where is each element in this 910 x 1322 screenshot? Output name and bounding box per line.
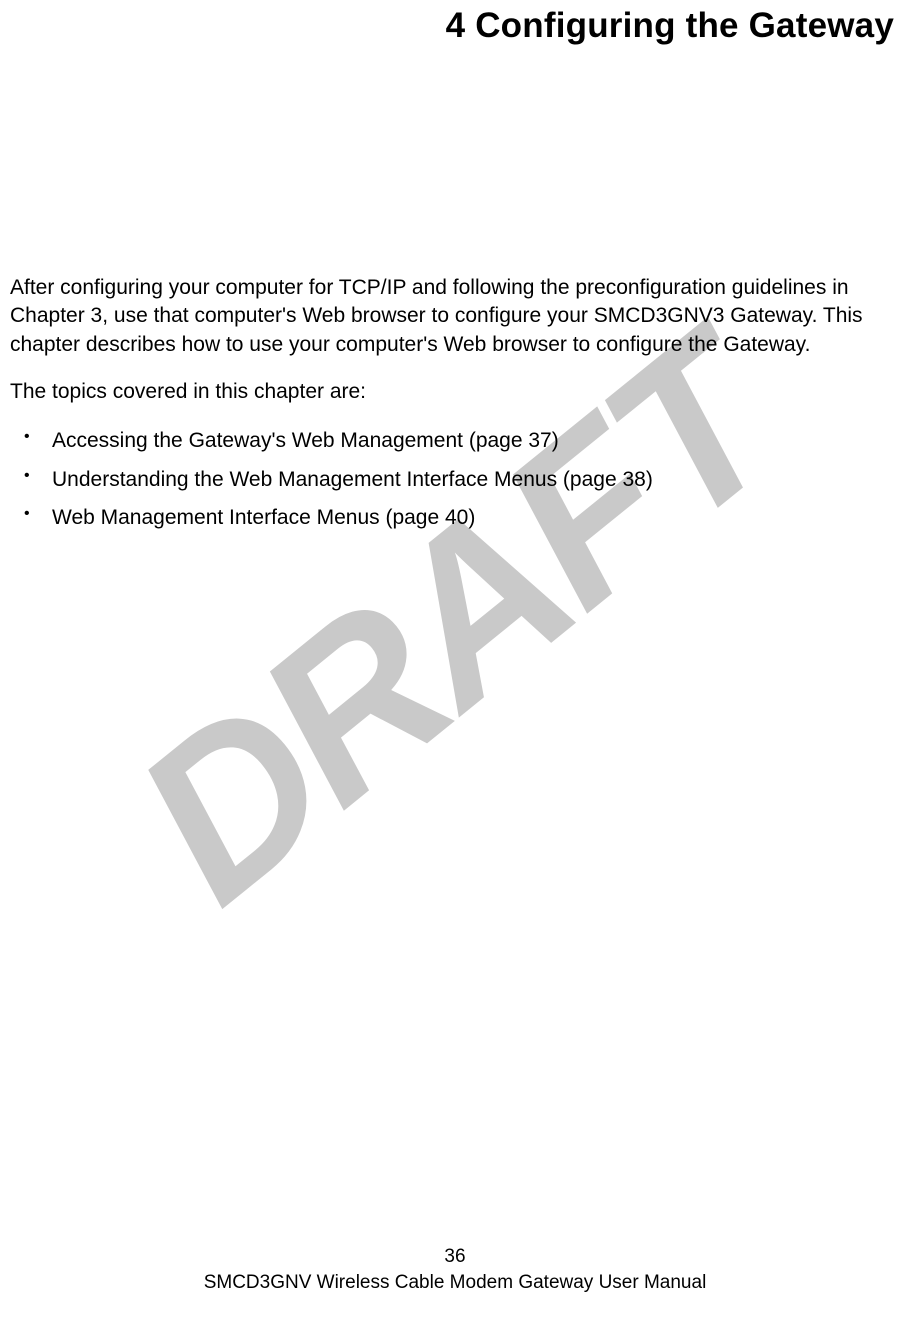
list-item: Understanding the Web Management Interfa… [10,464,900,497]
page-content: 4 Configuring the Gateway After configur… [0,0,910,535]
topics-list: Accessing the Gateway's Web Management (… [10,425,900,535]
intro-paragraph: After configuring your computer for TCP/… [10,274,900,359]
topics-lead: The topics covered in this chapter are: [10,380,900,404]
page-number: 36 [0,1246,910,1268]
page-footer: 36 SMCD3GNV Wireless Cable Modem Gateway… [0,1246,910,1294]
list-item: Accessing the Gateway's Web Management (… [10,425,900,458]
chapter-title: 4 Configuring the Gateway [10,0,900,46]
document-page: DRAFT 4 Configuring the Gateway After co… [0,0,910,1322]
list-item: Web Management Interface Menus (page 40) [10,502,900,535]
manual-title: SMCD3GNV Wireless Cable Modem Gateway Us… [204,1272,707,1293]
